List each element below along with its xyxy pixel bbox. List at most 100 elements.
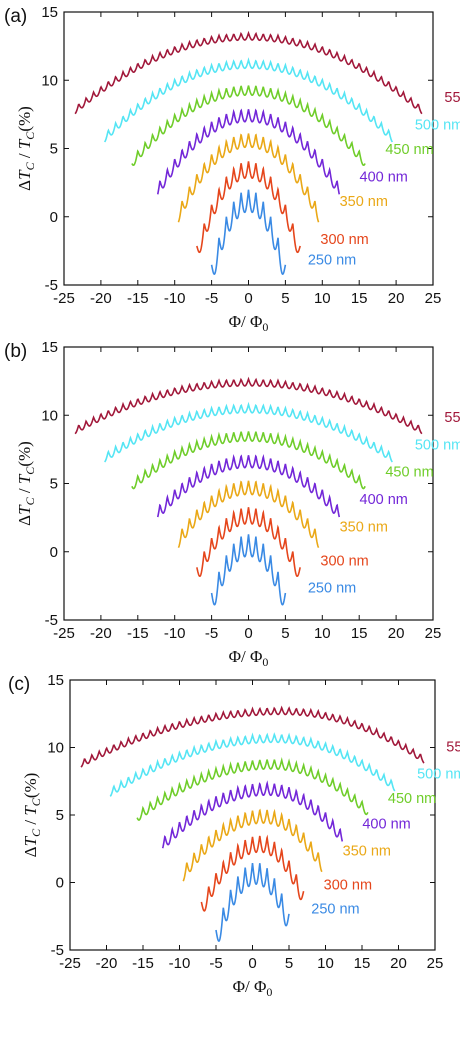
series-line-500nm <box>103 57 394 143</box>
x-tick-label: -15 <box>127 625 149 642</box>
x-tick-label: -25 <box>53 625 75 642</box>
x-tick-label: -10 <box>164 625 186 642</box>
y-tick-label: 5 <box>50 476 58 493</box>
x-tick-label: 15 <box>351 625 368 642</box>
y-tick-label: 15 <box>41 4 58 21</box>
x-axis-label: Φ/ Φ0 <box>229 312 269 334</box>
series-label-300nm: 300 nm <box>320 232 368 248</box>
plot-frame <box>63 11 434 286</box>
series-label-300nm: 300 nm <box>320 553 368 569</box>
x-tick-label: -20 <box>90 625 112 642</box>
x-axis-label: Φ/ Φ0 <box>233 977 273 999</box>
series-label-250nm: 250 nm <box>311 902 359 918</box>
x-tick-label: -5 <box>205 290 218 307</box>
x-tick-label: -25 <box>53 290 75 307</box>
series-line-550nm <box>80 705 425 768</box>
chart-panel-2: -25 -20 -15 -10 -5 0 5 10 15 20 25 -5 0 5 10 15 (b) Φ/ Φ0… <box>4 339 460 669</box>
x-tick-label: -5 <box>205 625 218 642</box>
series-line-300nm <box>196 161 301 254</box>
x-tick-label: 10 <box>314 625 331 642</box>
x-tick-label: 10 <box>317 955 334 972</box>
y-tick-label: 15 <box>41 339 58 356</box>
y-tick-label: 5 <box>56 807 64 824</box>
y-axis-label: ΔTC / TC(%) <box>15 106 37 191</box>
series-label-250nm: 250 nm <box>308 581 356 597</box>
y-tick-label: -5 <box>51 942 64 959</box>
series-line-300nm <box>200 834 305 912</box>
series-label-400nm: 400 nm <box>362 817 410 833</box>
y-tick-label: -5 <box>45 612 58 629</box>
series-label-500nm: 500 nm <box>417 767 460 783</box>
x-tick-label: 25 <box>427 955 444 972</box>
x-tick-label: -20 <box>90 290 112 307</box>
series-label-250nm: 250 nm <box>308 253 356 269</box>
x-tick-label: 25 <box>425 625 442 642</box>
x-tick-label: 5 <box>281 290 289 307</box>
series-line-450nm <box>131 431 366 490</box>
series-label-300nm: 300 nm <box>324 877 372 893</box>
x-tick-label: -25 <box>59 955 81 972</box>
series-label-450nm: 450 nm <box>385 142 433 158</box>
series-label-500nm: 500 nm <box>415 117 460 133</box>
series-line-500nm <box>104 401 393 463</box>
series-line-350nm <box>182 808 323 882</box>
x-tick-label: 15 <box>354 955 371 972</box>
x-tick-label: 0 <box>244 625 252 642</box>
x-tick-label: 15 <box>351 290 368 307</box>
x-tick-label: 0 <box>244 290 252 307</box>
panel-label: (b) <box>4 341 27 362</box>
y-tick-label: 0 <box>50 209 58 226</box>
series-line-400nm <box>156 453 341 518</box>
x-tick-label: 20 <box>388 290 405 307</box>
chart-panel-3: -25 -20 -15 -10 -5 0 5 10 15 20 25 -5 0 5 10 15 (c) Φ/ Φ0… <box>8 672 460 999</box>
series-label-400nm: 400 nm <box>360 169 408 185</box>
chart-panel-1: -25 -20 -15 -10 -5 0 5 10 15 20 25 -5 0 5 10 15 (a) Φ/ Φ0… <box>4 4 460 334</box>
series-label-350nm: 350 nm <box>340 519 388 535</box>
series-label-350nm: 350 nm <box>343 844 391 860</box>
x-tick-label: -10 <box>164 290 186 307</box>
series-line-450nm <box>136 757 369 821</box>
y-tick-label: 0 <box>50 544 58 561</box>
series-label-450nm: 450 nm <box>388 791 436 807</box>
series-label-550nm: 550 nm <box>444 90 460 106</box>
series-line-500nm <box>109 732 396 797</box>
x-axis-label: Φ/ Φ0 <box>229 647 269 669</box>
y-tick-label: -5 <box>45 277 58 294</box>
series-line-450nm <box>131 85 366 167</box>
series-line-250nm <box>210 534 287 606</box>
panel-label: (c) <box>8 674 30 695</box>
y-axis-label: ΔTC / TC(%) <box>21 773 43 858</box>
x-tick-label: -15 <box>132 955 154 972</box>
x-tick-label: 20 <box>390 955 407 972</box>
x-tick-label: -15 <box>127 290 149 307</box>
series-line-250nm <box>210 189 287 275</box>
series-label-350nm: 350 nm <box>340 194 388 210</box>
series-line-300nm <box>196 507 301 578</box>
y-tick-label: 15 <box>47 672 64 689</box>
series-label-400nm: 400 nm <box>360 492 408 508</box>
panel-label: (a) <box>4 6 27 27</box>
series-line-550nm <box>74 376 423 435</box>
x-tick-label: 5 <box>281 625 289 642</box>
series-label-550nm: 550 nm <box>444 410 460 426</box>
y-tick-label: 5 <box>50 141 58 158</box>
x-tick-label: 25 <box>425 290 442 307</box>
series-line-350nm <box>177 480 320 549</box>
series-line-550nm <box>74 30 423 115</box>
series-line-350nm <box>177 133 320 223</box>
y-tick-label: 10 <box>41 407 58 424</box>
x-tick-label: -20 <box>96 955 118 972</box>
x-tick-label: -10 <box>169 955 191 972</box>
series-line-250nm <box>215 862 290 942</box>
y-tick-label: 10 <box>47 740 64 757</box>
series-line-400nm <box>156 108 341 195</box>
y-tick-label: 0 <box>56 875 64 892</box>
series-line-400nm <box>161 780 344 849</box>
x-tick-label: -5 <box>209 955 222 972</box>
series-label-450nm: 450 nm <box>385 465 433 481</box>
x-tick-label: 10 <box>314 290 331 307</box>
y-axis-label: ΔTC / TC(%) <box>15 441 37 526</box>
y-tick-label: 10 <box>41 72 58 89</box>
series-label-500nm: 500 nm <box>415 437 460 453</box>
